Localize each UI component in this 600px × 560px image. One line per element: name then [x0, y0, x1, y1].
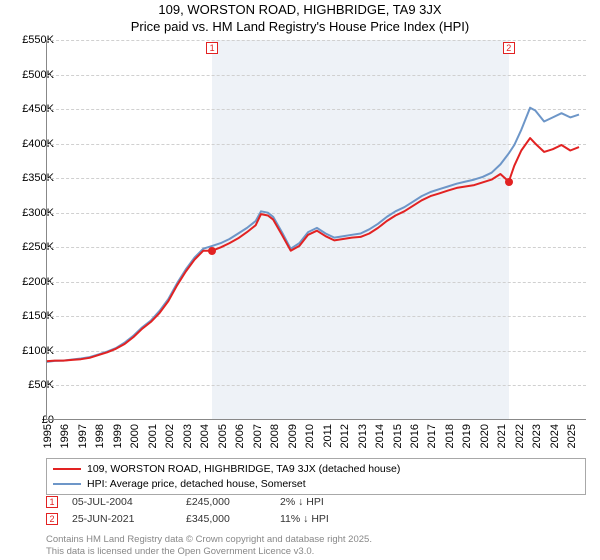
legend-swatch-price-paid [53, 468, 81, 470]
title-block: 109, WORSTON ROAD, HIGHBRIDGE, TA9 3JX P… [0, 0, 600, 36]
series-hpi [46, 108, 579, 362]
x-tick-label: 2006 [234, 424, 246, 448]
x-tick-label: 2007 [252, 424, 264, 448]
x-tick-label: 2012 [339, 424, 351, 448]
x-tick-label: 2020 [479, 424, 491, 448]
x-tick-label: 2017 [426, 424, 438, 448]
attribution-line-1: Contains HM Land Registry data © Crown c… [46, 534, 586, 546]
x-tick-label: 1996 [59, 424, 71, 448]
x-tick-label: 2016 [409, 424, 421, 448]
x-tick-label: 2024 [549, 424, 561, 448]
sale-date-1: 05-JUL-2004 [72, 494, 172, 511]
legend: 109, WORSTON ROAD, HIGHBRIDGE, TA9 3JX (… [46, 458, 586, 495]
chart-container: 109, WORSTON ROAD, HIGHBRIDGE, TA9 3JX P… [0, 0, 600, 560]
sale-marker-2: 2 [46, 513, 58, 525]
x-tick-label: 2003 [182, 424, 194, 448]
series-price_paid [46, 138, 579, 361]
x-tick-label: 2011 [322, 424, 334, 448]
x-tick-label: 2001 [147, 424, 159, 448]
x-axis-labels: 1995199619971998199920002001200220032004… [46, 420, 586, 460]
x-tick-label: 2025 [566, 424, 578, 448]
x-tick-label: 2004 [199, 424, 211, 448]
x-tick-label: 1997 [77, 424, 89, 448]
legend-label-hpi: HPI: Average price, detached house, Some… [87, 477, 306, 492]
sale-price-1: £245,000 [186, 494, 266, 511]
sale-row-2: 2 25-JUN-2021 £345,000 11% ↓ HPI [46, 511, 586, 528]
legend-label-price-paid: 109, WORSTON ROAD, HIGHBRIDGE, TA9 3JX (… [87, 462, 400, 477]
sale-marker-box-1: 1 [206, 42, 218, 54]
sale-marker-box-2: 2 [503, 42, 515, 54]
sale-marker-1: 1 [46, 496, 58, 508]
x-tick-label: 1995 [42, 424, 54, 448]
attribution: Contains HM Land Registry data © Crown c… [46, 534, 586, 558]
sales-table: 1 05-JUL-2004 £245,000 2% ↓ HPI 2 25-JUN… [46, 494, 586, 528]
attribution-line-2: This data is licensed under the Open Gov… [46, 546, 586, 558]
sale-row-1: 1 05-JUL-2004 £245,000 2% ↓ HPI [46, 494, 586, 511]
legend-item-price-paid: 109, WORSTON ROAD, HIGHBRIDGE, TA9 3JX (… [53, 462, 579, 477]
x-tick-label: 2019 [461, 424, 473, 448]
title-line-1: 109, WORSTON ROAD, HIGHBRIDGE, TA9 3JX [0, 2, 600, 19]
x-tick-label: 2014 [374, 424, 386, 448]
x-tick-label: 2021 [496, 424, 508, 448]
x-tick-label: 2008 [269, 424, 281, 448]
title-line-2: Price paid vs. HM Land Registry's House … [0, 19, 600, 36]
x-tick-label: 2009 [287, 424, 299, 448]
chart-series [46, 40, 586, 420]
x-tick-label: 2023 [531, 424, 543, 448]
legend-item-hpi: HPI: Average price, detached house, Some… [53, 477, 579, 492]
sale-delta-1: 2% ↓ HPI [280, 494, 586, 511]
y-axis-line [46, 40, 47, 420]
x-tick-label: 2005 [217, 424, 229, 448]
x-tick-label: 2015 [392, 424, 404, 448]
x-tick-label: 1998 [94, 424, 106, 448]
sale-date-2: 25-JUN-2021 [72, 511, 172, 528]
x-tick-label: 2013 [357, 424, 369, 448]
x-tick-label: 2010 [304, 424, 316, 448]
sale-delta-2: 11% ↓ HPI [280, 511, 586, 528]
x-tick-label: 2002 [164, 424, 176, 448]
plot-area: 12 [46, 40, 586, 420]
x-tick-label: 1999 [112, 424, 124, 448]
sale-price-2: £345,000 [186, 511, 266, 528]
sale-point-1 [208, 247, 216, 255]
legend-swatch-hpi [53, 483, 81, 485]
sale-point-2 [505, 178, 513, 186]
x-tick-label: 2018 [444, 424, 456, 448]
x-tick-label: 2022 [514, 424, 526, 448]
x-tick-label: 2000 [129, 424, 141, 448]
